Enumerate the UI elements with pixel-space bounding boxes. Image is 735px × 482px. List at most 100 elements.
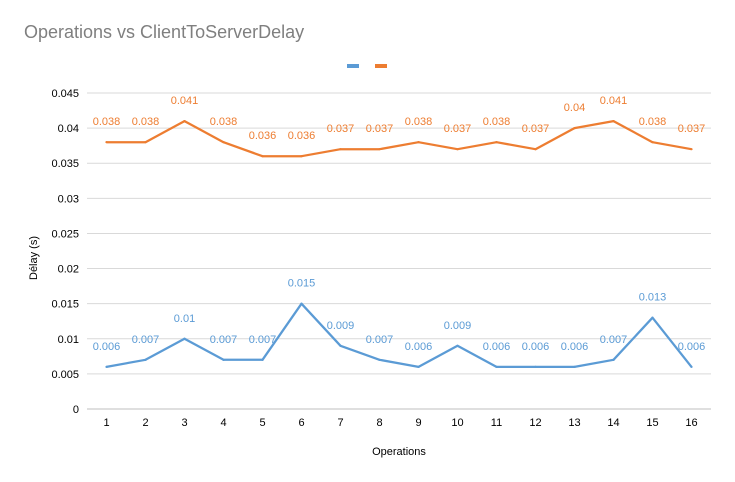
y-tick-label: 0.015 <box>51 299 79 311</box>
data-point <box>339 344 342 347</box>
data-label: 0.036 <box>249 130 277 142</box>
data-point <box>183 337 186 340</box>
y-tick-label: 0.03 <box>58 193 79 205</box>
data-point <box>144 141 147 144</box>
data-label: 0.037 <box>366 123 394 135</box>
data-label: 0.006 <box>522 341 550 353</box>
data-point <box>534 148 537 151</box>
data-point <box>261 358 264 361</box>
data-label: 0.006 <box>93 341 121 353</box>
data-point <box>222 141 225 144</box>
y-axis-ticks: 0 0.005 0.01 0.015 0.02 0.025 0.03 0.035 0.04 0.0… <box>51 88 79 416</box>
data-point <box>339 148 342 151</box>
data-label: 0.038 <box>132 116 160 128</box>
data-point <box>612 358 615 361</box>
data-point <box>261 155 264 158</box>
data-label: 0.037 <box>444 123 472 135</box>
data-label: 0.041 <box>171 95 199 107</box>
series-line <box>106 302 693 369</box>
x-tick-label: 8 <box>376 417 382 429</box>
x-tick-label: 10 <box>451 417 463 429</box>
data-label: 0.04 <box>564 102 585 114</box>
x-axis-title: Operations <box>372 446 426 458</box>
data-point <box>495 365 498 368</box>
data-point <box>690 148 693 151</box>
data-point <box>456 148 459 151</box>
x-tick-label: 16 <box>685 417 697 429</box>
data-label: 0.037 <box>522 123 550 135</box>
data-point <box>378 148 381 151</box>
y-tick-label: 0.02 <box>58 264 79 276</box>
data-point <box>300 302 303 305</box>
data-point <box>651 141 654 144</box>
y-tick-label: 0.01 <box>58 334 79 346</box>
y-tick-label: 0.025 <box>51 228 79 240</box>
gridlines <box>87 92 711 410</box>
data-label: 0.038 <box>93 116 121 128</box>
data-label: 0.007 <box>249 334 277 346</box>
data-label: 0.006 <box>405 341 433 353</box>
data-point <box>417 141 420 144</box>
series: 0.038 0.038 0.041 0.038 0.036 0.036 0.037 0.037… <box>93 95 706 158</box>
data-label: 0.007 <box>600 334 628 346</box>
data-label: 0.006 <box>483 341 511 353</box>
data-label: 0.007 <box>366 334 394 346</box>
data-point <box>456 344 459 347</box>
x-tick-label: 9 <box>415 417 421 429</box>
data-label: 0.009 <box>444 320 472 332</box>
data-label: 0.038 <box>483 116 511 128</box>
data-label: 0.007 <box>210 334 238 346</box>
data-point <box>183 119 186 123</box>
y-axis-title: Délay (s) <box>28 236 40 280</box>
data-label: 0.036 <box>288 130 316 142</box>
data-point <box>417 365 420 368</box>
data-label: 0.007 <box>132 334 160 346</box>
data-point <box>105 365 108 368</box>
y-tick-label: 0.045 <box>51 88 79 100</box>
data-point <box>690 365 693 368</box>
x-tick-label: 1 <box>103 417 109 429</box>
data-label: 0.015 <box>288 278 316 290</box>
chart-title: Operations vs ClientToServerDelay <box>24 22 304 42</box>
data-label: 0.038 <box>405 116 433 128</box>
y-tick-label: 0 <box>73 404 79 416</box>
data-point <box>105 141 108 144</box>
data-label: 0.006 <box>678 341 706 353</box>
data-point <box>300 155 303 158</box>
x-tick-label: 6 <box>298 417 304 429</box>
data-label: 0.006 <box>561 341 589 353</box>
data-point <box>612 119 615 123</box>
data-label: 0.037 <box>327 123 355 135</box>
series: 0.006 0.007 0.01 0.007 0.007 0.015 0.009 0.007 0… <box>93 278 706 369</box>
y-tick-label: 0.04 <box>58 123 79 135</box>
series-line <box>106 119 692 158</box>
data-point <box>534 365 537 368</box>
data-point <box>222 358 225 361</box>
data-label: 0.037 <box>678 123 706 135</box>
x-tick-label: 13 <box>568 417 580 429</box>
x-tick-label: 3 <box>181 417 187 429</box>
data-point <box>495 141 498 144</box>
x-axis-ticks: 1 2 3 4 5 6 7 8 9 10 11 12 13 14 15 16 <box>103 417 697 429</box>
data-label: 0.01 <box>174 313 195 325</box>
data-label: 0.038 <box>210 116 238 128</box>
y-tick-label: 0.005 <box>51 369 79 381</box>
data-point <box>573 127 576 130</box>
data-point <box>378 358 381 361</box>
x-tick-label: 7 <box>337 417 343 429</box>
x-tick-label: 5 <box>259 417 265 429</box>
x-tick-label: 11 <box>491 417 502 429</box>
x-tick-label: 12 <box>529 417 541 429</box>
x-tick-label: 15 <box>646 417 658 429</box>
data-label: 0.038 <box>639 116 667 128</box>
data-point <box>573 365 576 368</box>
series-group: 0.006 0.007 0.01 0.007 0.007 0.015 0.009 0.007 0… <box>93 95 706 369</box>
data-label: 0.041 <box>600 95 628 107</box>
y-tick-label: 0.035 <box>51 158 79 170</box>
data-point <box>144 358 147 361</box>
data-point <box>651 316 654 319</box>
data-label: 0.013 <box>639 292 667 304</box>
data-label: 0.009 <box>327 320 355 332</box>
x-tick-label: 2 <box>142 417 148 429</box>
